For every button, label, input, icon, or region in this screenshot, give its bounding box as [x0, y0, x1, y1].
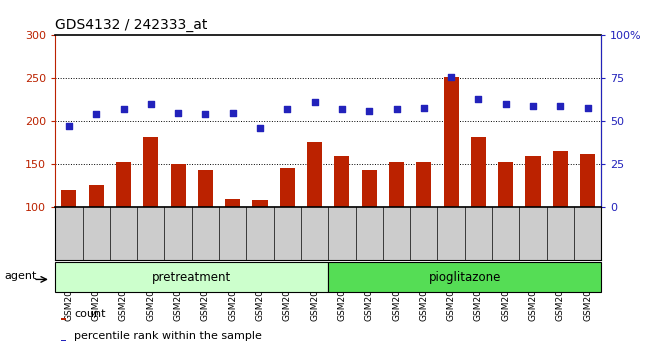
Point — [173, 110, 183, 115]
Bar — [580, 154, 595, 207]
Bar — [225, 199, 240, 207]
Point — [309, 99, 320, 105]
Bar — [280, 167, 295, 207]
Bar — [307, 142, 322, 207]
Bar — [55, 262, 328, 292]
Bar — [471, 137, 486, 207]
Bar — [498, 162, 514, 207]
Point — [200, 112, 211, 117]
Point — [64, 124, 74, 129]
Point — [282, 107, 293, 112]
Point — [446, 74, 456, 79]
Point — [582, 105, 593, 110]
Point — [528, 103, 538, 109]
Bar — [60, 339, 66, 341]
Point — [364, 108, 374, 114]
Point — [337, 107, 347, 112]
Point — [500, 101, 511, 107]
Point — [473, 96, 484, 102]
Bar — [525, 156, 541, 207]
Bar — [88, 185, 104, 207]
Text: agent: agent — [5, 270, 37, 280]
Bar — [170, 164, 186, 207]
Text: pioglitazone: pioglitazone — [428, 270, 501, 284]
Bar — [389, 161, 404, 207]
Bar — [552, 151, 568, 207]
Bar — [198, 170, 213, 207]
Bar — [252, 200, 268, 207]
Text: GDS4132 / 242333_at: GDS4132 / 242333_at — [55, 18, 207, 32]
Bar — [60, 318, 66, 320]
Point — [555, 103, 566, 109]
Text: percentile rank within the sample: percentile rank within the sample — [74, 331, 262, 341]
Point — [255, 125, 265, 131]
Point — [91, 112, 101, 117]
Text: pretreatment: pretreatment — [152, 270, 231, 284]
Point — [419, 105, 429, 110]
Bar — [61, 190, 77, 207]
Point — [146, 101, 156, 107]
Bar — [328, 262, 601, 292]
Bar — [416, 161, 432, 207]
Bar — [443, 76, 459, 207]
Bar — [334, 156, 350, 207]
Point — [118, 107, 129, 112]
Text: count: count — [74, 309, 106, 320]
Point — [227, 110, 238, 115]
Point — [391, 107, 402, 112]
Bar — [116, 162, 131, 207]
Bar — [143, 137, 159, 207]
Bar — [361, 170, 377, 207]
